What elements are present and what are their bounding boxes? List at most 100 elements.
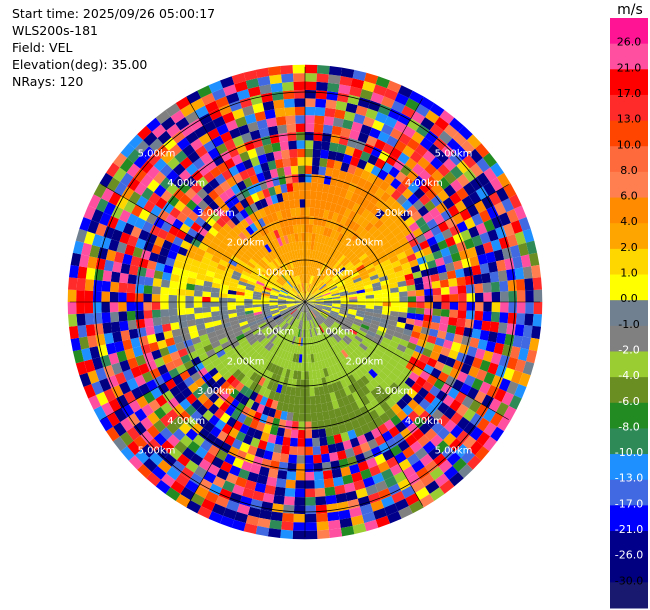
range-gate — [110, 311, 120, 323]
range-gate — [311, 319, 317, 328]
range-gate — [140, 160, 154, 174]
range-gate — [431, 169, 444, 183]
range-gate — [120, 263, 131, 275]
range-gate — [267, 433, 277, 444]
range-gate — [319, 284, 328, 291]
range-gate — [151, 309, 161, 318]
range-gate — [312, 309, 319, 316]
range-gate — [466, 455, 482, 470]
range-gate — [250, 156, 261, 167]
range-gate — [402, 328, 413, 337]
range-gate — [258, 386, 267, 396]
range-gate — [205, 348, 216, 358]
range-gate — [331, 291, 340, 295]
range-gate — [390, 292, 400, 298]
range-gate — [234, 392, 245, 403]
range-gate — [296, 295, 304, 301]
range-gate — [468, 440, 483, 456]
range-gate — [352, 212, 361, 223]
range-gate — [286, 302, 295, 304]
range-gate — [313, 140, 322, 150]
range-gate — [145, 326, 155, 336]
range-gate — [479, 359, 491, 372]
range-gate — [283, 235, 290, 245]
range-gate — [307, 283, 311, 292]
range-gate — [357, 295, 366, 300]
range-gate — [474, 244, 486, 256]
range-gate — [298, 182, 305, 191]
range-gate — [288, 326, 294, 335]
range-gate — [123, 390, 136, 404]
range-gate — [383, 376, 394, 387]
range-gate — [385, 362, 395, 372]
range-gate — [291, 277, 297, 286]
range-gate — [331, 306, 341, 310]
range-gate — [375, 395, 386, 406]
range-gate — [343, 347, 352, 356]
range-gate — [394, 140, 407, 153]
range-gate — [224, 405, 236, 417]
range-gate — [273, 314, 282, 320]
colorbar-swatch — [610, 402, 648, 429]
range-gate — [367, 438, 379, 450]
range-gate — [396, 398, 408, 410]
range-gate — [167, 344, 178, 354]
range-gate — [151, 465, 167, 480]
range-gate — [306, 293, 312, 301]
range-gate — [331, 307, 340, 312]
range-gate — [360, 169, 371, 181]
range-gate — [306, 303, 312, 311]
range-gate — [307, 302, 315, 306]
range-gate — [169, 243, 181, 254]
range-gate — [359, 228, 369, 238]
range-gate — [348, 253, 357, 262]
range-gate — [267, 263, 276, 271]
range-gate — [264, 243, 272, 253]
range-gate — [394, 377, 405, 388]
range-gate — [393, 265, 403, 273]
range-gate — [261, 271, 270, 278]
range-gate — [416, 295, 425, 302]
range-gate — [201, 372, 212, 383]
range-gate — [103, 388, 116, 403]
range-gate — [143, 310, 153, 319]
range-gate — [363, 314, 373, 320]
range-gate — [161, 323, 172, 333]
range-gate — [471, 264, 482, 276]
range-gate — [388, 319, 398, 327]
range-gate — [493, 342, 505, 355]
range-gate — [321, 141, 331, 151]
range-gate — [186, 227, 198, 238]
range-gate — [166, 169, 179, 183]
range-gate — [282, 273, 289, 281]
range-gate — [151, 302, 161, 310]
range-gate — [299, 320, 302, 329]
range-gate — [315, 296, 324, 300]
range-gate — [213, 408, 225, 420]
range-gate — [292, 241, 297, 251]
range-gate — [353, 113, 366, 125]
range-gate — [262, 378, 270, 389]
azimuth-spoke — [304, 301, 423, 506]
range-gate — [339, 517, 353, 529]
range-gate — [324, 201, 332, 211]
range-gate — [452, 457, 467, 473]
range-gate — [356, 345, 366, 354]
range-gate — [190, 371, 202, 383]
range-gate — [295, 319, 300, 328]
range-gate — [326, 279, 334, 286]
range-gate — [285, 174, 293, 184]
range-gate — [249, 381, 258, 392]
range-gate — [491, 375, 503, 389]
range-gate — [390, 444, 403, 457]
range-gate — [238, 362, 248, 373]
ring-label: 4.00km — [167, 416, 205, 427]
range-gate — [405, 157, 418, 170]
range-gate — [503, 223, 515, 237]
range-gate — [160, 286, 170, 295]
range-gate — [401, 262, 411, 271]
range-gate — [296, 249, 301, 259]
range-gate — [322, 209, 330, 219]
range-gate — [334, 278, 344, 285]
range-gate — [266, 380, 275, 391]
